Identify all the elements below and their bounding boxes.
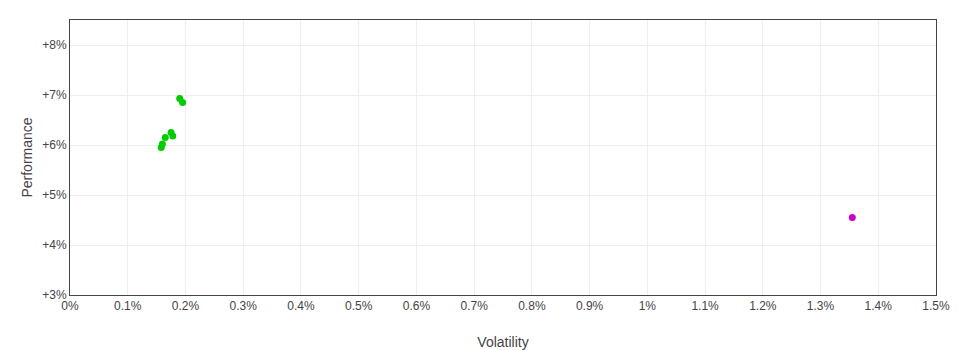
svg-text:0.5%: 0.5% — [345, 299, 373, 313]
svg-text:+4%: +4% — [42, 238, 67, 252]
svg-text:0%: 0% — [61, 299, 79, 313]
svg-text:1.2%: 1.2% — [749, 299, 777, 313]
svg-text:0.2%: 0.2% — [172, 299, 200, 313]
svg-text:0.8%: 0.8% — [518, 299, 546, 313]
svg-text:0.3%: 0.3% — [230, 299, 258, 313]
svg-text:+3%: +3% — [42, 288, 67, 302]
svg-text:Performance: Performance — [19, 117, 35, 197]
svg-text:0.9%: 0.9% — [576, 299, 604, 313]
svg-text:0.4%: 0.4% — [287, 299, 315, 313]
svg-text:+6%: +6% — [42, 138, 67, 152]
svg-text:0.7%: 0.7% — [460, 299, 488, 313]
svg-text:1.3%: 1.3% — [807, 299, 835, 313]
svg-text:0.1%: 0.1% — [114, 299, 142, 313]
svg-text:1.5%: 1.5% — [922, 299, 950, 313]
svg-text:+5%: +5% — [42, 188, 67, 202]
svg-text:+8%: +8% — [42, 38, 67, 52]
svg-text:0.6%: 0.6% — [403, 299, 431, 313]
svg-text:+7%: +7% — [42, 88, 67, 102]
svg-text:1.1%: 1.1% — [691, 299, 719, 313]
svg-text:1.4%: 1.4% — [865, 299, 893, 313]
svg-text:Volatility: Volatility — [477, 334, 528, 350]
svg-text:1%: 1% — [639, 299, 657, 313]
